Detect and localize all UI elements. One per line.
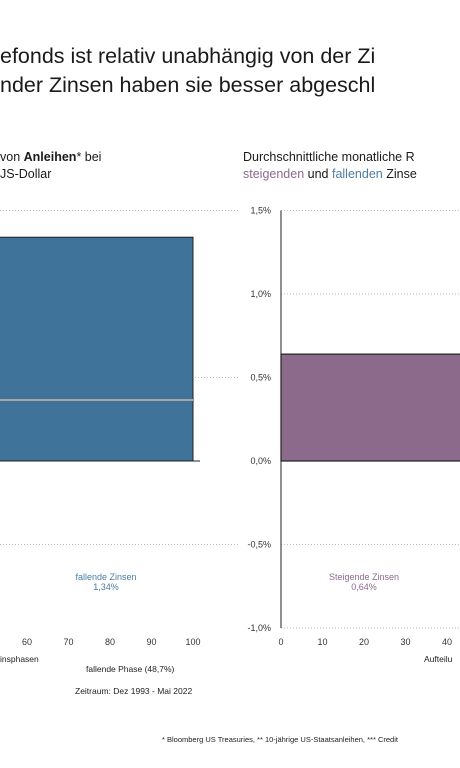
right-x-tick: 20 <box>359 637 369 647</box>
right-bar <box>280 353 460 462</box>
right-x-tick: 30 <box>400 637 410 647</box>
right-y-tick: 0,5% <box>250 373 271 383</box>
left-xaxis-title: insphasen <box>0 654 39 664</box>
left-phase-label: fallende Phase (48,7%) <box>86 664 175 674</box>
right-x-tick: 10 <box>317 637 327 647</box>
right-xaxis-title: Aufteilu <box>424 654 453 664</box>
right-y-tick: -0,5% <box>247 540 271 550</box>
left-bar-label: fallende Zinsen 1,34% <box>75 572 137 592</box>
right-chart-subtitle: Durchschnittliche monatliche R steigende… <box>243 150 417 181</box>
subtitle-rising: steigenden <box>243 167 305 181</box>
headline-line-2: nder Zinsen haben sie besser abgeschl <box>0 73 376 97</box>
right-x-tick: 0 <box>278 637 283 647</box>
left-x-tick: 60 <box>22 637 32 647</box>
right-x-tick: 40 <box>442 637 452 647</box>
right-y-tick: 0,0% <box>250 456 271 466</box>
left-bar <box>0 236 194 462</box>
right-y-tick: -1,0% <box>247 623 271 633</box>
left-x-tick: 100 <box>185 637 200 647</box>
subtitle-bold-anleihen: Anleihen <box>23 150 77 164</box>
headline-line-1: efonds ist relativ unabhängig von der Zi <box>0 44 376 68</box>
headline: efonds ist relativ unabhängig von der Zi… <box>0 42 460 100</box>
left-x-tick: 80 <box>105 637 115 647</box>
period-label: Zeitraum: Dez 1993 - Mai 2022 <box>75 686 193 696</box>
left-x-tick: 90 <box>146 637 156 647</box>
right-y-tick: 1,0% <box>250 289 271 299</box>
right-y-tick: 1,5% <box>250 206 271 216</box>
subtitle-falling: fallenden <box>331 167 383 181</box>
footnote: * Bloomberg US Treasuries, ** 10-jährige… <box>162 735 398 744</box>
left-chart-subtitle: von Anleihen* bei JS-Dollar <box>0 150 102 181</box>
right-bar-label: Steigende Zinsen 0,64% <box>328 572 400 592</box>
left-x-tick: 70 <box>63 637 73 647</box>
